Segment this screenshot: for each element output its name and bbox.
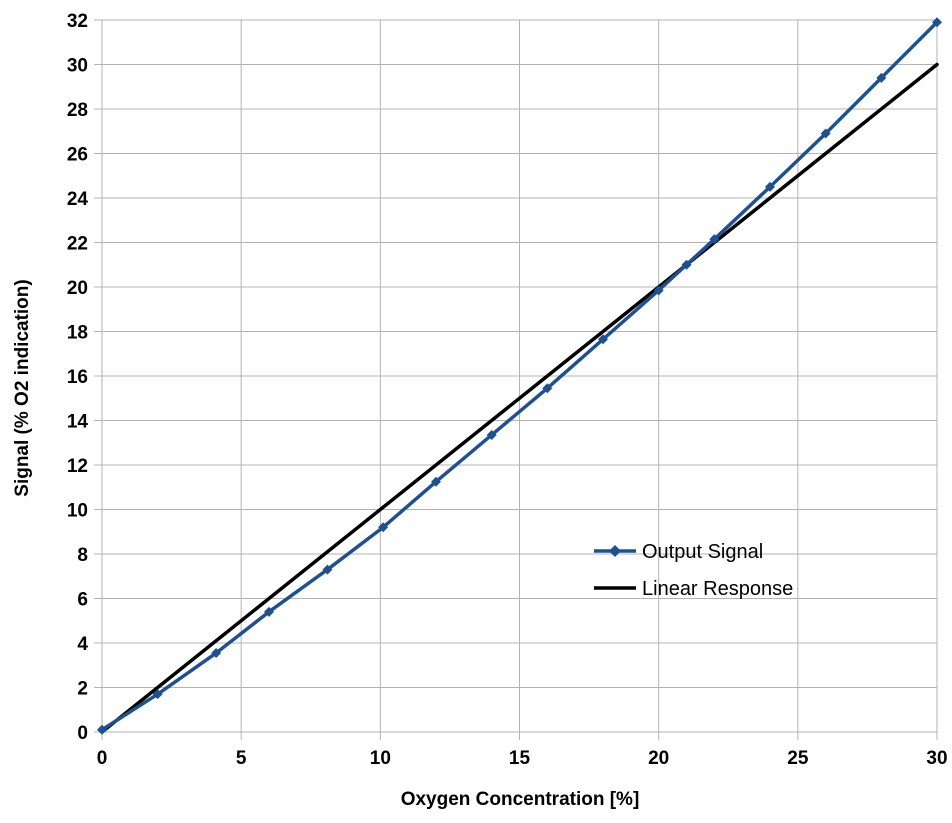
legend-marker-output-signal — [609, 545, 621, 557]
x-tick-label: 10 — [370, 748, 391, 769]
data-point-output-signal — [322, 564, 333, 575]
data-point-output-signal — [932, 17, 942, 28]
y-tick-label: 26 — [67, 145, 88, 166]
legend-label-output-signal: Output Signal — [642, 541, 763, 563]
plot-frame — [101, 19, 938, 733]
y-tick-label: 24 — [67, 189, 89, 210]
x-tick-label: 20 — [648, 748, 669, 769]
data-point-output-signal — [765, 181, 775, 192]
grid-lines — [101, 19, 938, 733]
data-point-output-signal — [653, 285, 664, 296]
data-point-output-signal — [709, 234, 720, 245]
legend: Output Signal Linear Response — [594, 541, 793, 600]
y-tick-label: 8 — [77, 545, 88, 566]
y-tick-label: 2 — [77, 679, 88, 700]
series-layer — [97, 17, 942, 735]
x-tick-label: 5 — [236, 748, 247, 769]
y-tick-label: 28 — [67, 100, 88, 121]
y-tick-label: 22 — [67, 234, 88, 255]
x-tick-label: 0 — [97, 748, 108, 769]
y-tick-label: 12 — [67, 456, 88, 477]
data-point-output-signal — [598, 334, 608, 345]
x-tick-label: 30 — [926, 748, 947, 769]
data-point-output-signal — [431, 476, 441, 487]
y-tick-label: 6 — [77, 590, 88, 611]
data-point-output-signal — [486, 429, 497, 440]
y-tick-label: 4 — [77, 634, 88, 655]
data-point-output-signal — [820, 128, 831, 139]
data-point-output-signal — [211, 648, 222, 659]
x-axis-title: Oxygen Concentration [%] — [401, 789, 640, 810]
data-point-output-signal — [876, 72, 887, 83]
legend-label-linear-response: Linear Response — [642, 578, 793, 600]
data-point-output-signal — [97, 724, 107, 735]
data-point-output-signal — [542, 383, 553, 394]
x-tick-label: 25 — [787, 748, 809, 769]
data-point-output-signal — [152, 689, 163, 700]
data-point-output-signal — [264, 606, 274, 617]
data-point-output-signal — [681, 259, 692, 270]
y-tick-label: 10 — [67, 501, 88, 522]
y-axis-title: Signal (% O2 indication) — [12, 279, 33, 496]
y-tick-label: 0 — [77, 723, 88, 744]
y-tick-label: 16 — [67, 367, 88, 388]
y-tick-label: 18 — [67, 323, 88, 344]
y-tick-label: 20 — [67, 278, 88, 299]
x-tick-label: 15 — [509, 748, 531, 769]
y-tick-label: 30 — [67, 56, 88, 77]
axes — [94, 19, 938, 740]
y-tick-label: 32 — [67, 11, 88, 32]
y-tick-label: 14 — [67, 412, 89, 433]
series-line-linear-response — [100, 62, 939, 734]
data-point-output-signal — [378, 522, 389, 533]
